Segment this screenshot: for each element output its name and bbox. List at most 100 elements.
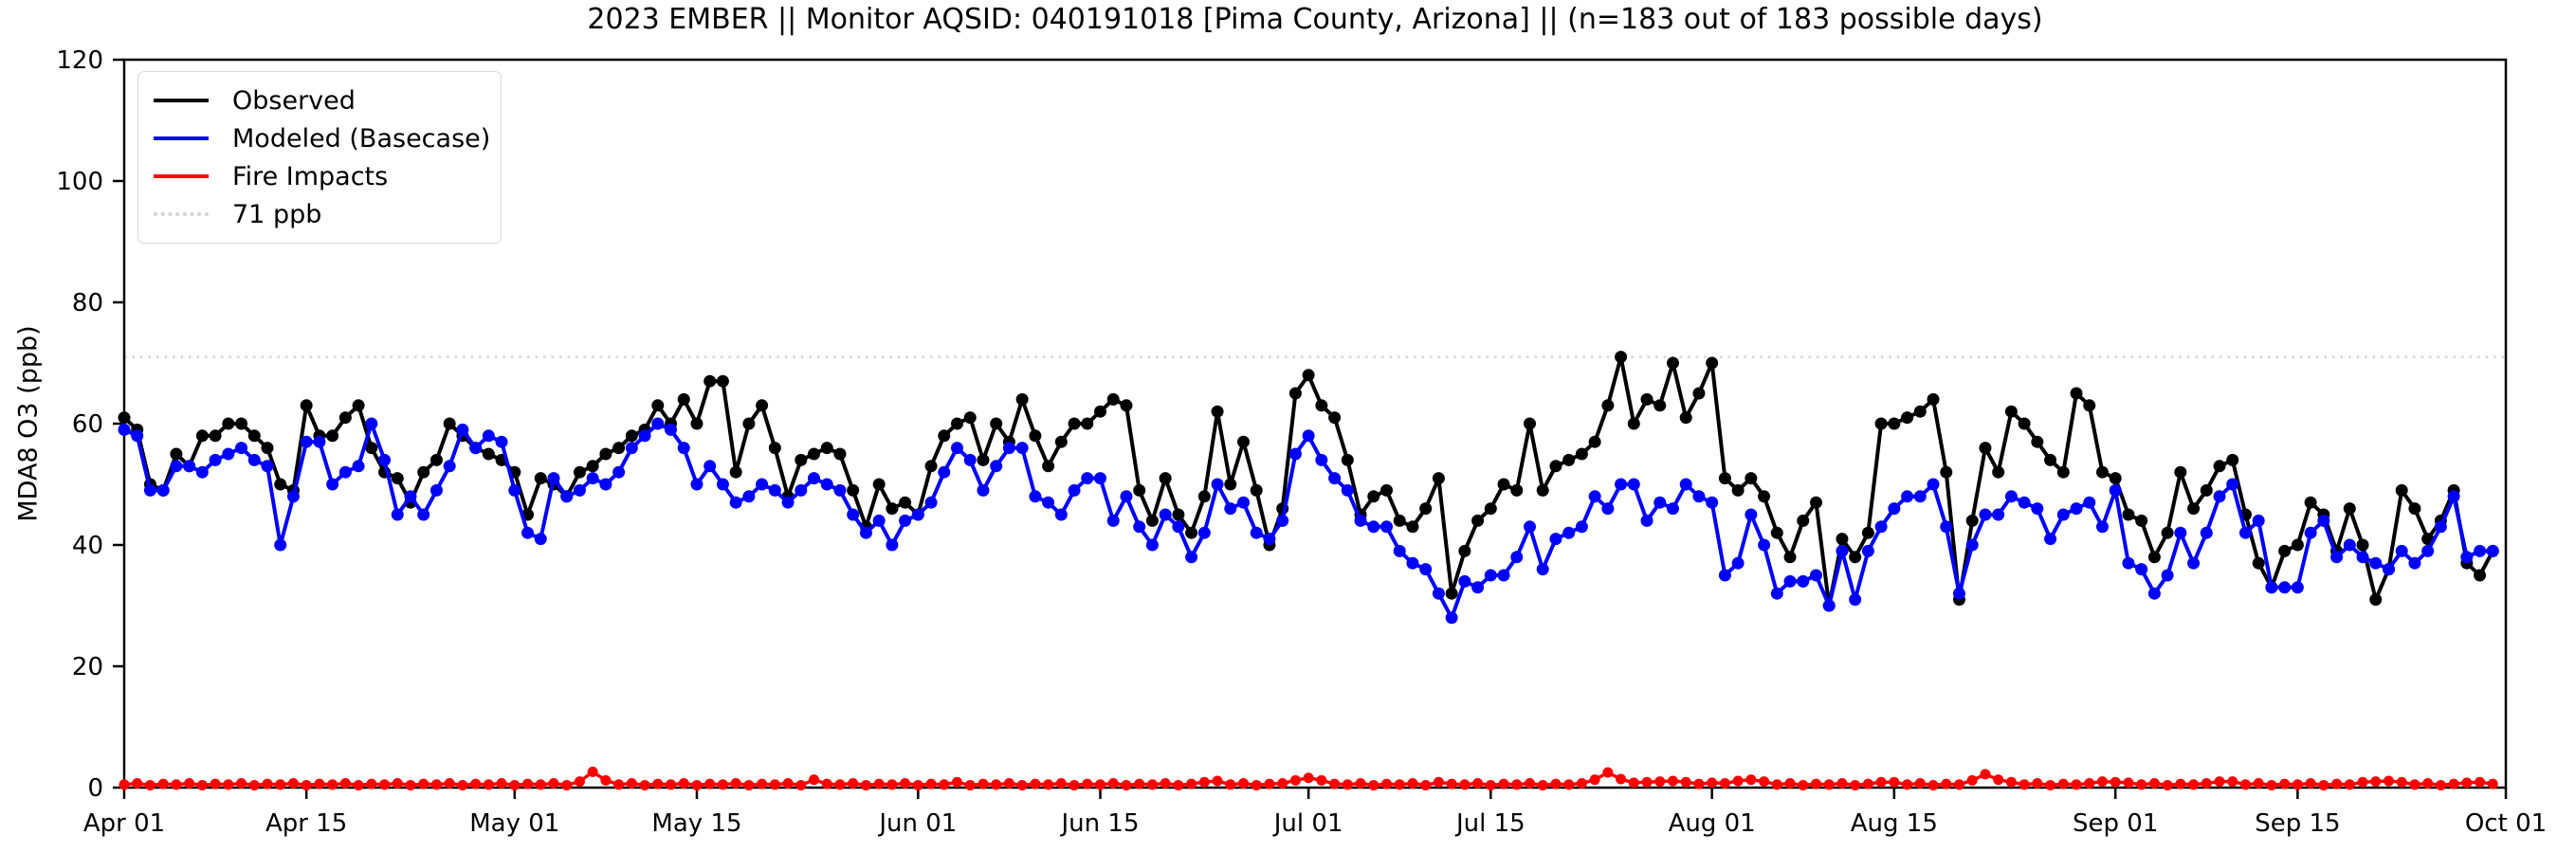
data-point — [1731, 483, 1745, 497]
data-point — [782, 778, 794, 789]
data-point — [2356, 538, 2369, 552]
y-tick-label: 80 — [72, 289, 103, 318]
data-point — [795, 483, 808, 497]
data-point — [1770, 526, 1783, 539]
data-point — [1394, 779, 1405, 790]
data-point — [378, 453, 392, 466]
data-point — [757, 778, 768, 789]
data-point — [1471, 581, 1485, 594]
data-point — [1588, 490, 1601, 503]
data-point — [833, 483, 847, 497]
data-point — [1029, 490, 1042, 503]
data-point — [1510, 551, 1524, 564]
data-point — [1277, 778, 1288, 789]
series-fire-impacts — [119, 766, 2498, 790]
data-point — [2123, 777, 2134, 789]
data-point — [404, 490, 417, 503]
data-point — [2292, 779, 2303, 790]
data-point — [1250, 483, 1263, 497]
data-point — [1679, 411, 1692, 425]
data-point — [2409, 779, 2421, 790]
data-point — [2188, 779, 2200, 790]
data-point — [209, 453, 222, 466]
data-point — [1836, 544, 1849, 557]
data-point — [1081, 417, 1094, 430]
data-point — [2045, 779, 2056, 790]
data-point — [391, 508, 404, 521]
data-point — [1953, 779, 1964, 790]
data-point — [1615, 478, 1628, 491]
legend-item-observed: Observed — [154, 82, 485, 119]
data-point — [1874, 417, 1888, 430]
data-point — [2096, 776, 2108, 788]
data-point — [2304, 526, 2317, 539]
data-point — [1809, 496, 1822, 509]
data-point — [951, 442, 964, 455]
data-point — [964, 779, 976, 790]
data-point — [2304, 496, 2317, 509]
data-point — [1302, 369, 1315, 382]
data-point — [1030, 778, 1041, 789]
data-point — [2187, 502, 2201, 516]
data-point — [2408, 556, 2421, 570]
data-point — [184, 778, 195, 789]
data-point — [1224, 502, 1237, 516]
data-point — [2148, 778, 2160, 789]
data-point — [1367, 490, 1380, 503]
data-point — [651, 417, 665, 430]
data-point — [1185, 551, 1198, 564]
data-point — [1251, 779, 1262, 790]
observed-line-swatch — [154, 99, 209, 102]
data-point — [2475, 776, 2486, 788]
data-point — [573, 465, 586, 479]
data-point — [1288, 387, 1302, 400]
data-point — [1927, 779, 1939, 790]
data-point — [1563, 779, 1575, 790]
data-point — [535, 779, 546, 790]
data-point — [1133, 520, 1146, 534]
data-point — [274, 478, 287, 491]
data-point — [872, 478, 886, 491]
data-point — [990, 460, 1003, 473]
data-point — [1745, 508, 1758, 521]
data-point — [2005, 776, 2017, 788]
data-point — [2135, 563, 2148, 576]
data-point — [938, 429, 951, 443]
data-point — [886, 502, 899, 516]
data-point — [470, 778, 482, 789]
data-point — [716, 478, 729, 491]
data-point — [1641, 776, 1653, 788]
data-point — [1238, 778, 1250, 789]
data-point — [1445, 587, 1458, 600]
data-point — [808, 447, 821, 461]
data-point — [1212, 775, 1223, 787]
data-point — [2161, 569, 2174, 582]
data-point — [769, 779, 780, 790]
data-point — [951, 417, 964, 430]
data-point — [286, 490, 300, 503]
data-point — [2318, 779, 2329, 790]
data-point — [339, 778, 351, 789]
data-point — [183, 460, 196, 473]
data-point — [2135, 514, 2148, 527]
data-point — [1666, 502, 1679, 516]
legend: Observed Modeled (Basecase) Fire Impacts… — [137, 71, 502, 244]
data-point — [1575, 520, 1588, 534]
data-point — [1106, 514, 1120, 527]
data-point — [1654, 776, 1666, 788]
data-point — [2056, 465, 2070, 479]
data-point — [418, 778, 429, 789]
data-point — [1068, 417, 1081, 430]
data-point — [690, 417, 703, 430]
data-point — [1523, 417, 1536, 430]
data-point — [171, 779, 182, 790]
data-point — [1901, 490, 1914, 503]
data-point — [469, 442, 483, 455]
data-point — [1874, 520, 1888, 534]
data-point — [144, 779, 155, 790]
data-point — [1913, 405, 1927, 418]
data-point — [1120, 399, 1133, 412]
data-point — [1120, 490, 1133, 503]
data-point — [1250, 526, 1263, 539]
data-point — [2214, 776, 2225, 788]
